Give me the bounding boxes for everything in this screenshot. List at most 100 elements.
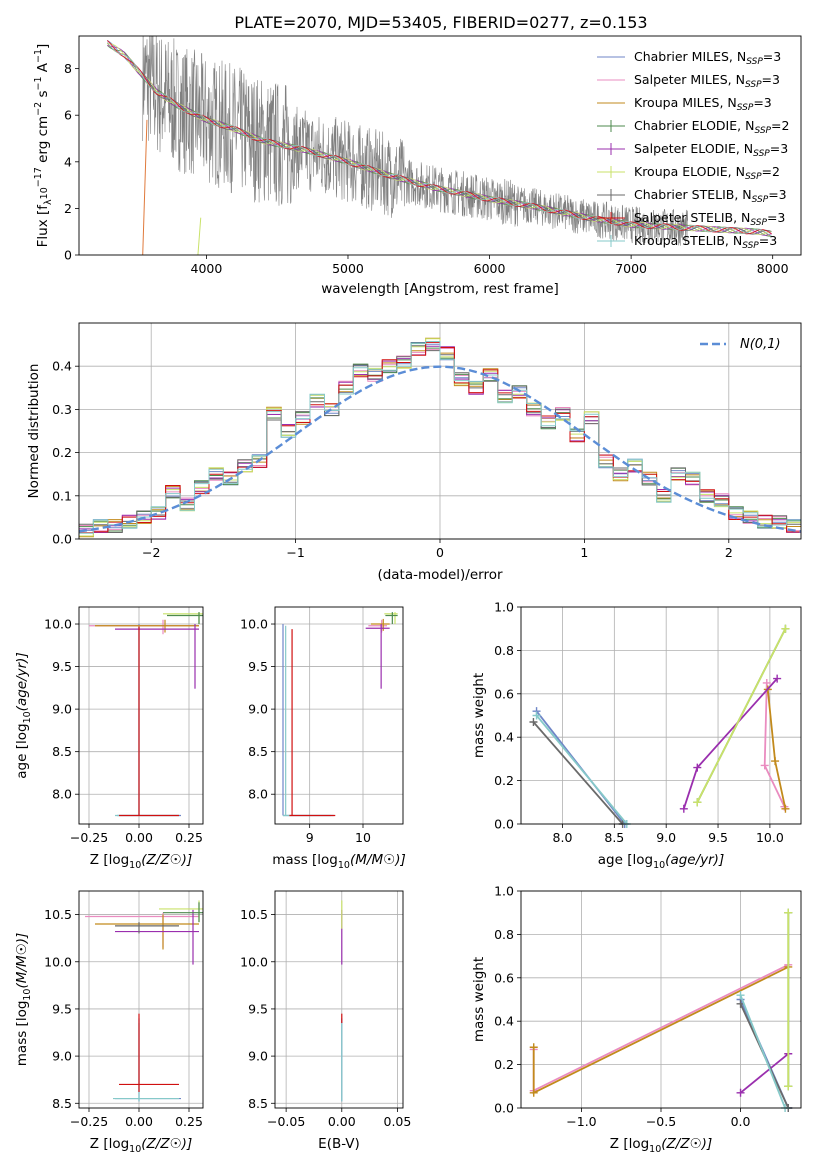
mass-weight-marker [781,624,790,633]
x-tick-label: 0.25 [175,830,203,845]
observed-spectrum-line [142,36,688,246]
mass-weight-marker [529,718,538,727]
y-tick-label: 0.0 [52,532,72,547]
label-part: mass [log [14,1001,30,1067]
model-spectrum-6 [142,72,772,235]
legend-label: Chabrier STELIB, NSSP=3 [634,187,787,205]
x-tick-label: 0.00 [125,830,153,845]
legend-value: =3 [770,141,788,156]
x-tick-label: 10 [355,830,371,845]
mass-weight-line-8 [535,714,628,825]
y-tick-label: 0.6 [494,970,514,985]
x-axis-label: mass [log10(M/M☉)] [272,852,405,871]
massweight-vs-metallicity-panel: −1.0 −0.5 0.0 0.0 0.2 0.4 0.6 0.8 1.0 Z [log10(Z/… [471,884,802,1155]
axes-frame [274,890,404,1109]
y-tick-label: 0.2 [494,1057,514,1072]
mass-weight-marker [693,798,702,807]
model-spectrum-3 [107,45,772,237]
label-part: mass [log [272,852,338,868]
x-tick-label: 7000 [615,261,647,276]
axes-frame [78,322,802,540]
axes-frame [520,606,802,825]
mass-weight-marker [529,1088,538,1097]
x-tick-label: 9 [306,830,314,845]
label-part: Z [log [610,1136,649,1152]
y-tick-label: 10.0 [44,617,72,632]
spectrum-legend: Chabrier MILES, NSSP=3 Salpeter MILES, NS… [597,49,789,251]
y-label-part: erg cm [35,116,51,167]
mass-weight-marker [529,1043,538,1052]
y-tick-label: 0.8 [494,643,514,658]
legend-name: Chabrier ELODIE, N [634,118,754,133]
axes-frame [78,35,802,256]
y-tick-label: 0 [64,248,72,263]
label-sub: 10 [338,860,350,871]
legend-label: Chabrier MILES, NSSP=3 [634,49,781,67]
y-label-part: Flux [f [35,204,51,248]
legend-value: =3 [762,72,780,87]
y-axis-label: mass weight [471,673,487,758]
histogram-plot [79,337,801,538]
y-tick-label: 0.4 [494,1014,514,1029]
age-vs-metallicity-panel: −0.25 0.00 0.258.08.59.09.510.0Z [log10(Z/… [14,606,204,871]
x-axis-label: Z [log10(Z/Z☉)] [90,852,192,871]
x-tick-label: −2 [142,545,160,560]
y-tick-label: 4 [64,154,72,169]
legend-value: =3 [753,95,771,110]
mass-weight-marker [736,991,745,1000]
y-tick-label: 8.5 [248,744,268,759]
label-sub: 10 [129,1144,141,1155]
label-sub: 10 [653,860,665,871]
legend-value: =3 [759,233,777,248]
y-axis-label: Flux [fλ10−17 erg cm−2 s−1 A−1] [33,44,54,248]
mass-weight-marker [679,804,688,813]
x-axis-label: (data-model)/error [377,567,503,583]
y-tick-label: 0.0 [494,817,514,832]
dropout-line [142,119,148,255]
residual-histogram-panel: −2 −1 0 1 2 0.0 0.1 0.2 0.3 0.4 N(0,1) (data-model)… [26,322,802,583]
y-label-part: −1 [33,49,44,63]
y-tick-label: 10.0 [240,617,268,632]
mass-weight-marker [762,678,771,687]
x-tick-label: 8.5 [604,830,624,845]
mass-weight-line-8 [739,994,786,1109]
y-tick-label: 0.2 [52,445,72,460]
x-tick-label: 0.25 [175,1114,203,1129]
x-axis-label: wavelength [Angstrom, rest frame] [321,281,559,297]
y-label-part: s [35,91,51,102]
y-label-part: 10 [39,187,50,199]
label-part: (Z/Z☉)] [141,1136,192,1152]
y-tick-label: 0.8 [494,927,514,942]
mass-weight-marker [736,1088,745,1097]
y-tick-label: 9.0 [248,1049,268,1064]
y-tick-label: 10.0 [240,954,268,969]
y-tick-label: 0.4 [52,359,72,374]
y-tick-label: 8.0 [248,787,268,802]
grid [275,891,403,1108]
legend-label: Chabrier ELODIE, NSSP=2 [634,118,789,136]
x-tick-label: 0.00 [328,1114,356,1129]
x-tick-label: 0 [436,545,444,560]
mass-weight-line-4 [682,677,778,810]
label-sub: 10 [22,711,33,723]
x-tick-label: 8000 [757,261,789,276]
label-part: (Z/Z☉)] [661,1136,712,1152]
grid [521,606,801,825]
label-sub: 10 [22,989,33,1001]
y-tick-label: 0.3 [52,402,72,417]
mass-vs-extinction-panel: −0.05 0.00 0.05 8.5 9.0 9.5 10.0 10.5 E(B-V) [240,890,411,1152]
label-part: Z [log [90,1136,129,1152]
y-tick-label: 9.5 [52,1001,72,1016]
mass-weight-marker [784,1082,793,1091]
y-label-part: λ [43,199,54,205]
y-tick-label: 1.0 [494,600,514,615]
mass-vs-metallicity-panel: −0.25 0.00 0.258.59.09.510.010.5Z [log10(Z… [14,890,204,1155]
y-tick-label: 0.6 [494,686,514,701]
legend-label: Kroupa STELIB, NSSP=3 [634,233,777,251]
legend-sub: SSP [753,149,770,159]
y-axis-label: Normed distribution [26,364,42,499]
legend-label: Salpeter MILES, NSSP=3 [634,72,780,90]
y-label-part: ] [35,44,51,49]
x-tick-label: 2 [725,545,733,560]
